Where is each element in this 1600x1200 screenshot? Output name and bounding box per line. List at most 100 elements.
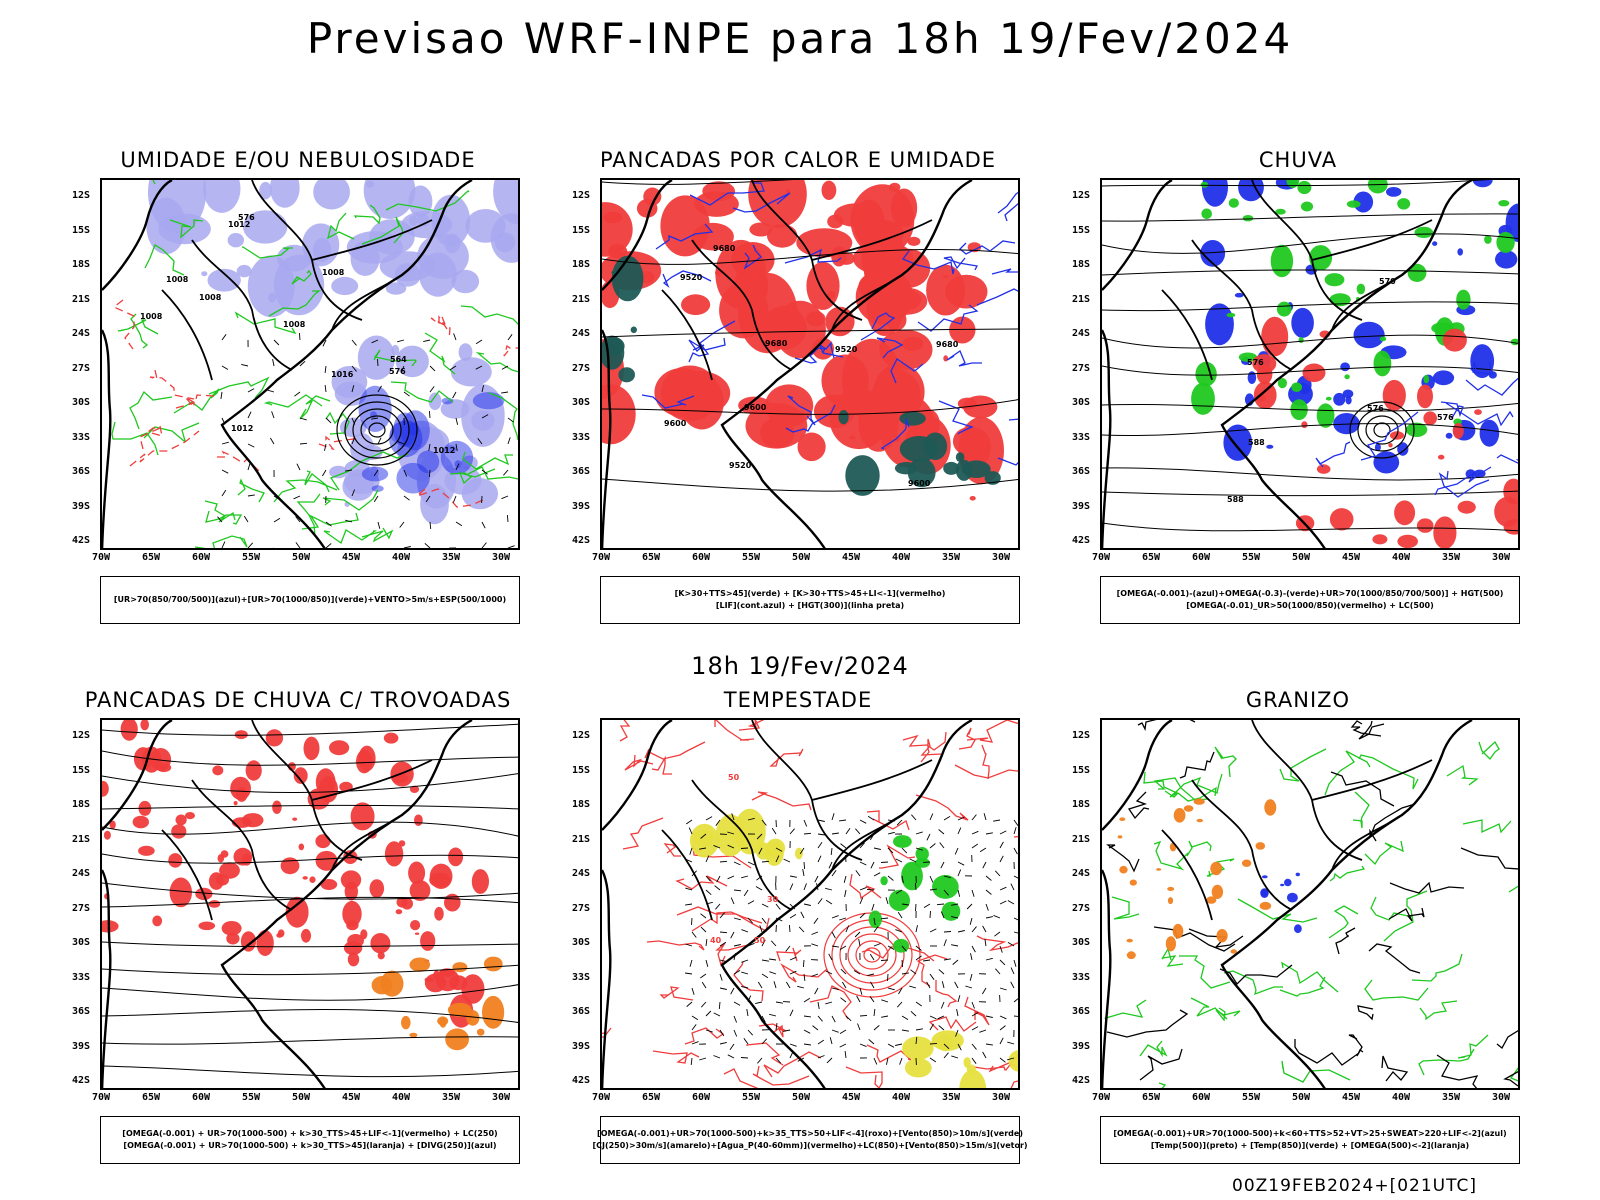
contour-label: 9600 [908, 479, 931, 488]
wind-850-vector [825, 899, 833, 905]
hgt500-contour [1102, 467, 1518, 481]
lifted-index-contour [959, 240, 1016, 255]
wind-850-vector [719, 1029, 725, 1037]
omega-green-area [1297, 180, 1312, 195]
jet-yellow-area [963, 1057, 971, 1068]
wind-850-vector [689, 959, 693, 967]
wind-vector [322, 469, 327, 477]
wind-850-green-area [888, 889, 910, 911]
omega500-orange-area [1241, 859, 1252, 867]
hgt500-contour [1102, 180, 1489, 187]
wind-850-vector [789, 883, 794, 891]
longitude-tick-label: 65W [1142, 552, 1161, 563]
longitude-tick-label: 35W [942, 1092, 961, 1103]
thunderstorm-red-area [141, 746, 162, 773]
legend-line: [OMEGA(-0.001)+UR>70(1000-500)+k<60+TTS>… [1113, 1129, 1507, 1138]
wind-850-vector [971, 830, 979, 835]
temp850-contour [1419, 1000, 1458, 1021]
lifted-index-contour [880, 418, 910, 450]
wind-850-green-area [941, 901, 961, 921]
wind-vector [452, 391, 457, 399]
humidity-core-area [389, 420, 423, 458]
omega-contour [1434, 466, 1492, 496]
wind-850-vector [969, 917, 973, 925]
wind-vector [449, 365, 457, 371]
streamline-850hpa [763, 1051, 822, 1078]
temp850-contour [1279, 976, 1326, 997]
wind-850-vector [743, 1038, 749, 1045]
temp850-contour [1179, 955, 1231, 989]
wind-850-vector [746, 1009, 749, 1017]
omega-red-area [1329, 508, 1354, 531]
longitude-tick-label: 35W [442, 1092, 461, 1103]
omega-green-area [1498, 200, 1510, 207]
omega-red-area [1397, 534, 1418, 548]
humidity-high-level-area [409, 215, 418, 226]
hgt500-contour [1102, 301, 1518, 312]
wind-850-vector [951, 903, 959, 906]
thunderstorm-orange-area [437, 1016, 449, 1026]
instability-red-area [660, 195, 710, 257]
low-level-humidity-contour [488, 392, 518, 441]
humidity-core-area [454, 460, 462, 468]
omega500-orange-area [1172, 923, 1184, 939]
wind-850-vector [761, 819, 767, 826]
contour-label: 9600 [744, 403, 767, 412]
panel-title: GRANIZO [1245, 688, 1351, 712]
wind-850-vector [715, 903, 721, 910]
wind-850-vector [982, 861, 987, 869]
lifted-index-contour [890, 358, 924, 384]
thunderstorm-red-area [410, 920, 421, 931]
thickness-contour [139, 425, 163, 450]
wind-850-vector [761, 917, 767, 924]
thunderstorm-red-area [329, 740, 350, 756]
streamline-850hpa-vortex [863, 947, 881, 963]
instability-red-area [943, 355, 949, 362]
wind-850-vector [965, 985, 973, 989]
thunderstorm-red-area [298, 843, 305, 851]
state-borders [1161, 180, 1433, 381]
wind-850-vector [756, 875, 763, 881]
wind-vector [267, 389, 275, 393]
latitude-tick-label: 15S [1072, 224, 1091, 236]
thunderstorm-red-area [198, 921, 216, 931]
wind-vector [247, 388, 255, 393]
jet-yellow-area [1008, 1050, 1018, 1072]
wind-850-vector [859, 819, 867, 824]
wind-850-vector [936, 903, 945, 906]
wind-vector [294, 391, 301, 397]
wind-850-vector [691, 987, 695, 995]
wind-vector [241, 363, 249, 367]
wind-850-vector [690, 1057, 693, 1065]
latitude-tick-label: 42S [72, 1075, 91, 1086]
wind-850-vector [887, 875, 894, 881]
wind-850-vector [759, 925, 763, 933]
low-level-humidity-contour [353, 204, 381, 225]
wind-850-vector [938, 1025, 945, 1031]
wind-850-vector [985, 1043, 993, 1046]
wind-850-vector [802, 959, 805, 968]
wind-vector [271, 411, 275, 419]
omega-green-area [1356, 283, 1366, 295]
wind-850-green-area [915, 847, 929, 861]
wind-850-vector [910, 1010, 917, 1017]
wind-850-vector [789, 1009, 794, 1017]
wind-850-vector [999, 1037, 1004, 1045]
contour-label: 1008 [166, 275, 189, 284]
temp850-contour [1364, 979, 1429, 1001]
omega-green-area [1191, 382, 1215, 415]
wind-vector [345, 469, 353, 472]
pressure-isobar [360, 415, 394, 445]
omega-red-area [1388, 443, 1393, 448]
coastline [602, 720, 973, 1088]
thunderstorm-red-area [276, 933, 283, 938]
thunderstorm-red-area [309, 876, 316, 883]
latitude-tick-label: 12S [572, 190, 591, 201]
thunderstorm-red-area [343, 941, 363, 955]
longitude-tick-label: 30W [492, 552, 511, 563]
streamline-850hpa [651, 755, 672, 775]
thunderstorm-orange-area [482, 995, 505, 1029]
contour-label: 9680 [713, 244, 736, 253]
jet-yellow-area [734, 808, 766, 855]
low-level-humidity-contour [467, 466, 518, 480]
